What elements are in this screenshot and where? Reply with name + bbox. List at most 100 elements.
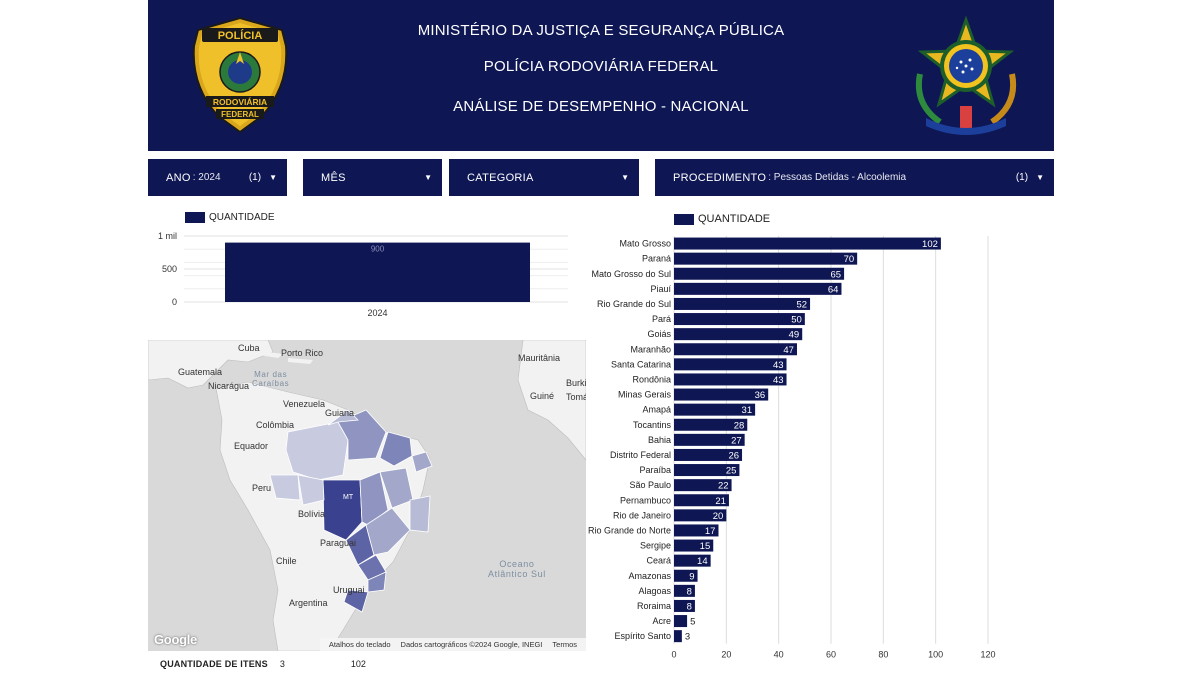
bar [674, 599, 695, 612]
map-label-tomas: Tomás [566, 392, 586, 402]
bar [674, 569, 698, 582]
chevron-down-icon: ▼ [269, 173, 277, 182]
filter-mes[interactable]: MÊS ▼ [303, 159, 442, 196]
map-label-ocean: Oceano Atlântico Sul [488, 559, 546, 579]
filter-procedimento[interactable]: PROCEDIMENTO : Pessoas Detidas - Alcoole… [655, 159, 1054, 196]
category-label: Goiás [647, 329, 671, 339]
map-label-venezuela: Venezuela [283, 399, 326, 409]
bar [674, 479, 732, 492]
category-label: Amazonas [628, 571, 671, 581]
bar [674, 297, 811, 310]
bar [674, 237, 941, 250]
value-label: 43 [773, 360, 784, 371]
summary-count: 3 [279, 659, 285, 669]
filter-ano[interactable]: ANO : 2024 (1) ▼ [148, 159, 287, 196]
value-label: 52 [796, 299, 807, 310]
x-tick-label: 60 [826, 650, 836, 660]
map-label-mt: MT [343, 494, 354, 501]
x-tick-label: 80 [878, 650, 888, 660]
bar [674, 388, 769, 401]
bar [674, 494, 729, 507]
value-label: 65 [831, 269, 842, 280]
x-tick-label: 2024 [367, 308, 387, 318]
keyboard-shortcuts-link[interactable]: Atalhos do teclado [328, 640, 391, 649]
map-label-nicaragua: Nicarágua [208, 381, 250, 391]
category-label: Acre [652, 616, 671, 626]
category-label: Minas Gerais [618, 390, 672, 400]
bar [674, 267, 845, 280]
category-label: Tocantins [633, 420, 672, 430]
category-label: Paraíba [639, 465, 671, 475]
map-footer: Atalhos do teclado Dados cartográficos ©… [319, 638, 586, 651]
chevron-down-icon: ▼ [1036, 173, 1044, 182]
bar [674, 343, 797, 356]
value-label: 49 [789, 330, 800, 341]
value-label: 21 [715, 496, 726, 507]
category-label: Rio Grande do Sul [597, 299, 671, 309]
value-label: 5 [690, 617, 695, 628]
category-label: Bahia [648, 435, 671, 445]
value-label: 9 [689, 571, 694, 582]
value-label: 36 [755, 390, 766, 401]
terms-link[interactable]: Termos [552, 640, 577, 649]
value-label: 25 [726, 466, 737, 477]
bar [674, 313, 805, 326]
value-label: 8 [687, 586, 692, 597]
bar [674, 252, 858, 265]
bar [674, 584, 695, 597]
map-label-guine: Guiné [530, 391, 555, 401]
filter-categoria[interactable]: CATEGORIA ▼ [449, 159, 639, 196]
bar [674, 524, 719, 537]
map-label-mauritania: Mauritânia [518, 353, 561, 363]
map-label-bolivia: Bolívia [298, 509, 326, 519]
bar [674, 630, 682, 643]
value-label: 27 [731, 435, 742, 446]
value-label: 15 [700, 541, 711, 552]
category-label: Rondônia [632, 374, 671, 384]
value-label: 102 [922, 239, 938, 250]
y-tick-label: 500 [162, 264, 177, 274]
map-attribution: Dados cartográficos ©2024 Google, INEGI [400, 640, 543, 649]
x-tick-label: 100 [928, 650, 943, 660]
category-label: Distrito Federal [610, 450, 671, 460]
value-label: 28 [734, 420, 745, 431]
y-tick-label: 1 mil [158, 231, 177, 241]
google-logo: Google [154, 632, 197, 647]
filter-categoria-label: CATEGORIA [467, 171, 534, 184]
map-label-guatemala: Guatemala [178, 367, 223, 377]
value-label: 47 [783, 345, 794, 356]
map-label-guiana: Guiana [325, 408, 355, 418]
bar [674, 373, 787, 386]
y-tick-label: 0 [172, 297, 177, 307]
prf-badge-logo: POLÍCIA RODOVIÁRIA FEDERAL [192, 16, 288, 134]
ministry-title: MINISTÉRIO DA JUSTIÇA E SEGURANÇA PÚBLIC… [417, 22, 785, 39]
value-label: 14 [697, 556, 708, 567]
value-label: 3 [685, 632, 690, 643]
map-label-equador: Equador [234, 441, 269, 451]
map-label-porto-rico: Porto Rico [281, 348, 324, 358]
map-label-caribbean-sea: Mar das Caraíbas [252, 370, 290, 388]
bar [674, 615, 688, 628]
value-label: 22 [718, 481, 729, 492]
legend-swatch [674, 213, 694, 225]
value-label: 26 [728, 450, 739, 461]
bar-2024 [225, 242, 530, 302]
category-label: São Paulo [629, 480, 671, 490]
value-label: 50 [791, 315, 802, 326]
bar [674, 282, 842, 295]
category-label: Alagoas [638, 586, 671, 596]
header-banner: POLÍCIA RODOVIÁRIA FEDERAL MINISTÉRIO DA… [148, 0, 1054, 151]
category-label: Ceará [646, 556, 671, 566]
data-label: 900 [371, 245, 385, 254]
category-label: Santa Catarina [611, 359, 671, 369]
map-label-colombia: Colômbia [256, 420, 295, 430]
value-label: 31 [742, 405, 753, 416]
year-chart-legend-label: QUANTIDADE [209, 212, 275, 223]
bar [674, 358, 787, 371]
brazil-map[interactable]: Cuba Porto Rico Mauritânia Guatemala Mar… [148, 340, 586, 651]
category-label: Sergipe [640, 541, 671, 551]
filter-procedimento-label: PROCEDIMENTO [673, 171, 767, 184]
badge-text-top: POLÍCIA [218, 29, 263, 42]
map-label-argentina: Argentina [289, 598, 328, 608]
map-label-uruguai: Uruguai [333, 585, 365, 595]
